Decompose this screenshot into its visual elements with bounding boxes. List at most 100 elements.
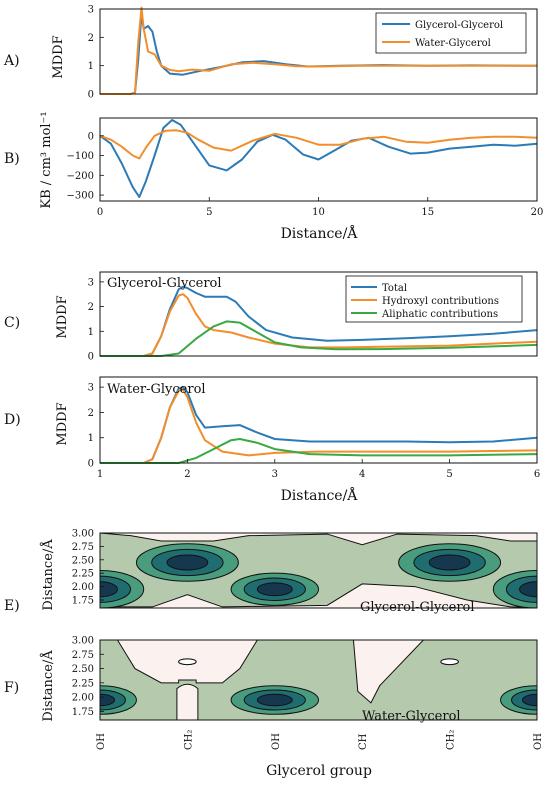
legend-mid-label-1: Hydroxyl contributions <box>382 296 499 307</box>
panel-b-xtick-label-1: 5 <box>206 207 212 218</box>
panel-d-xtick-label-0: 1 <box>97 469 103 480</box>
panel-e-ytick-label-5: 3.00 <box>72 529 94 540</box>
panel-f-title: Water-Glycerol <box>362 709 461 724</box>
panel-f-blob-1-level-4 <box>256 693 293 707</box>
panel-f-xtick-label-4: CH₂ <box>446 730 457 750</box>
panel-f-xtick-label-0: OH <box>96 733 107 750</box>
panel-d-ytick-label-3: 3 <box>88 383 94 394</box>
panel-f-ytick-label-1: 2.00 <box>72 693 94 704</box>
panel-f-frame <box>99 639 538 721</box>
panel-d-ylabel: MDDF <box>55 402 70 445</box>
panel-a-ylabel: MDDF <box>51 35 66 78</box>
panel-d-xlabel: Distance/Å <box>281 486 359 504</box>
panel-e-frame <box>99 532 538 609</box>
panel-b-xlabel: Distance/Å <box>281 224 359 242</box>
panel-f-ytick-label-3: 2.50 <box>72 664 94 675</box>
panel-label-b: B) <box>4 151 20 167</box>
panel-e-ytick-label-0: 1.75 <box>72 595 94 606</box>
panel-d-xtick-label-4: 5 <box>446 469 452 480</box>
panel-e-blob-1-level-4 <box>166 554 209 571</box>
panel-c-title: Glycerol-Glycerol <box>107 276 222 291</box>
panel-e-blob-3-level-4 <box>428 554 471 571</box>
panel-e-blob-4-level-4 <box>519 581 537 598</box>
panel-a-series-water-glycerol <box>100 6 537 95</box>
panel-b-ytick-label-1: −100 <box>67 151 94 162</box>
panel-d-xtick-label-2: 3 <box>272 469 278 480</box>
panel-b-ytick-label-3: −300 <box>67 191 94 202</box>
legend-mid-label-0: Total <box>382 283 407 294</box>
panel-e-title: Glycerol-Glycerol <box>360 600 475 615</box>
panel-f-xlabel: Glycerol group <box>266 763 372 779</box>
panel-b-xtick-label-4: 20 <box>531 207 544 218</box>
panel-e-ylabel: Distance/Å <box>40 539 56 611</box>
panel-b-series-glycerol-glycerol <box>99 119 538 198</box>
legend-top-label-1: Water-Glycerol <box>415 38 491 49</box>
panel-a-ytick-label-3: 3 <box>88 5 94 16</box>
panel-label-f: F) <box>4 680 19 696</box>
panel-c-ytick-label-0: 0 <box>88 352 94 363</box>
panel-label-d: D) <box>4 412 21 428</box>
panel-f-blob-2-level-4 <box>521 693 537 707</box>
panel-e-ytick-label-2: 2.25 <box>72 569 94 580</box>
panel-c-series-aliphatic-contributions <box>100 320 538 357</box>
panel-d-series-hydroxyl-contributions <box>100 388 538 464</box>
panel-a-ytick-label-0: 0 <box>88 90 94 101</box>
panel-e-blob-2-level-4 <box>256 582 293 597</box>
panel-a: 0 1 2 3 <box>88 5 538 101</box>
panel-e-contours <box>100 533 537 608</box>
panel-e-ytick-label-1: 2.00 <box>72 582 94 593</box>
panel-e: 1.75 2.00 2.25 2.50 2.75 3.00 <box>72 529 538 609</box>
panel-f-ylabel: Distance/Å <box>40 650 56 722</box>
panel-d-frame <box>99 376 538 464</box>
panel-d-ytick-label-0: 0 <box>88 459 94 470</box>
panel-c-ytick-label-1: 1 <box>88 327 94 338</box>
panel-c: 0 1 2 3 <box>88 271 538 363</box>
panel-f-xtick-label-2: OH <box>271 733 282 750</box>
panel-b-xtick-label-2: 10 <box>312 207 325 218</box>
panel-b-ytick-label-2: −200 <box>67 171 94 182</box>
panel-b-xtick-label-3: 15 <box>421 207 434 218</box>
panel-c-frame <box>99 271 538 357</box>
panel-f-ytick-label-0: 1.75 <box>72 707 94 718</box>
panel-d-xtick-label-3: 4 <box>359 469 365 480</box>
panel-d-ytick-label-2: 2 <box>88 408 94 419</box>
panel-c-ytick-label-3: 3 <box>88 277 94 288</box>
legend-top: Glycerol-Glycerol Water-Glycerol <box>375 12 527 54</box>
panel-f-level-1 <box>100 640 537 720</box>
panel-f-ytick-label-2: 2.25 <box>72 678 94 689</box>
panel-a-ytick-label-1: 1 <box>88 61 94 72</box>
panel-d-series-aliphatic-contributions <box>100 438 538 464</box>
panel-f-xtick-label-3: CH <box>358 733 369 750</box>
panel-d-title: Water-Glycerol <box>107 382 206 397</box>
legend-mid-label-2: Aliphatic contributions <box>381 309 498 320</box>
panel-b-ytick-label-0: 0 <box>88 131 94 142</box>
panel-e-ytick-label-4: 2.75 <box>72 542 94 553</box>
legend-top-label-0: Glycerol-Glycerol <box>415 20 503 31</box>
panel-f-ytick-label-4: 2.75 <box>72 650 94 661</box>
panel-label-c: C) <box>4 315 20 331</box>
panel-f: 1.75 2.00 2.25 2.50 2.75 3.00 OH CH₂ OH CH CH₂ OH <box>72 636 544 751</box>
panel-a-ytick-label-2: 2 <box>88 33 94 44</box>
panel-b-xtick-label-0: 0 <box>97 207 103 218</box>
panel-f-xtick-label-1: CH₂ <box>183 730 194 750</box>
panel-c-ylabel: MDDF <box>55 295 70 338</box>
panel-f-blob-4-spot <box>440 658 459 666</box>
legend-top-box <box>375 12 527 54</box>
panel-f-contours <box>100 640 537 720</box>
panel-f-blob-3-spot <box>178 658 197 666</box>
panel-label-e: E) <box>4 598 20 614</box>
legend-mid: Total Hydroxyl contributions Aliphatic c… <box>345 275 523 323</box>
panel-a-frame <box>99 8 538 95</box>
panel-c-ytick-label-2: 2 <box>88 302 94 313</box>
panel-b-series-water-glycerol <box>99 129 538 160</box>
panel-f-xtick-label-5: OH <box>533 733 544 750</box>
panel-f-gap-ch2 <box>176 683 199 720</box>
panel-label-a: A) <box>3 53 20 69</box>
panel-f-ytick-label-5: 3.00 <box>72 636 94 647</box>
panel-b-ylabel: KB / cm³ mol⁻¹ <box>39 111 54 208</box>
panel-d-xtick-label-1: 2 <box>184 469 190 480</box>
panel-d-xtick-label-5: 6 <box>534 469 540 480</box>
